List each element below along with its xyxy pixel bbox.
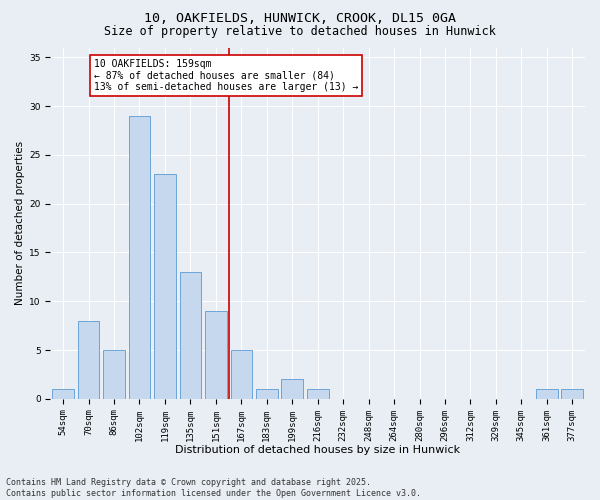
- Bar: [230, 350, 252, 399]
- Text: Contains HM Land Registry data © Crown copyright and database right 2025.
Contai: Contains HM Land Registry data © Crown c…: [6, 478, 421, 498]
- Bar: [536, 389, 557, 399]
- Bar: [562, 389, 583, 399]
- Bar: [179, 272, 201, 399]
- Bar: [281, 380, 303, 399]
- Bar: [52, 389, 74, 399]
- Y-axis label: Number of detached properties: Number of detached properties: [15, 141, 25, 305]
- X-axis label: Distribution of detached houses by size in Hunwick: Distribution of detached houses by size …: [175, 445, 460, 455]
- Bar: [256, 389, 278, 399]
- Bar: [307, 389, 329, 399]
- Text: 10 OAKFIELDS: 159sqm
← 87% of detached houses are smaller (84)
13% of semi-detac: 10 OAKFIELDS: 159sqm ← 87% of detached h…: [94, 59, 358, 92]
- Bar: [78, 321, 100, 399]
- Bar: [128, 116, 151, 399]
- Text: 10, OAKFIELDS, HUNWICK, CROOK, DL15 0GA: 10, OAKFIELDS, HUNWICK, CROOK, DL15 0GA: [144, 12, 456, 26]
- Bar: [154, 174, 176, 399]
- Text: Size of property relative to detached houses in Hunwick: Size of property relative to detached ho…: [104, 25, 496, 38]
- Bar: [103, 350, 125, 399]
- Bar: [205, 311, 227, 399]
